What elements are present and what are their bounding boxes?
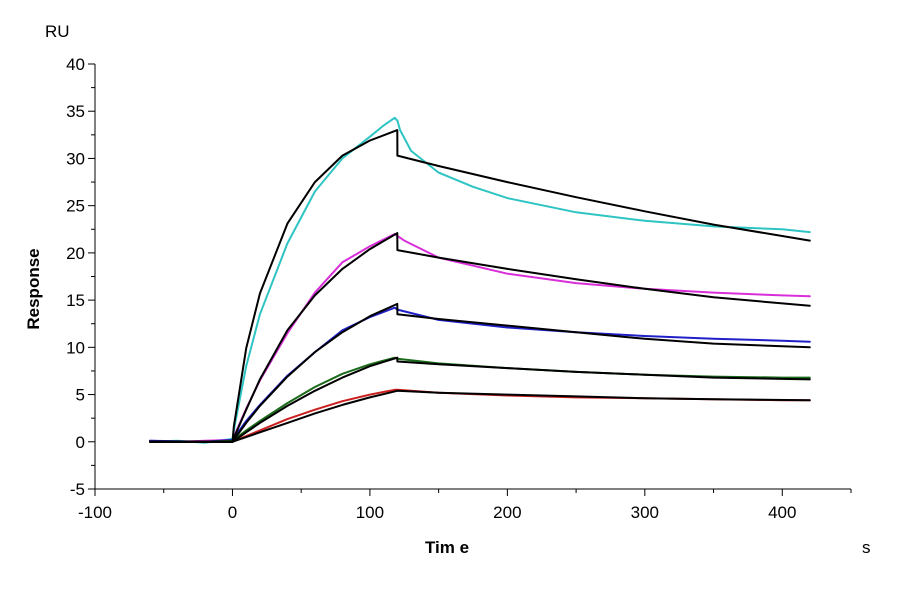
y-tick-label: 25 bbox=[66, 197, 85, 216]
x-tick-label: 400 bbox=[768, 503, 796, 522]
measured-line-8 bbox=[149, 388, 811, 443]
y-tick-label: 15 bbox=[66, 291, 85, 310]
y-tick-label: 30 bbox=[66, 149, 85, 168]
y-tick-label: 40 bbox=[66, 55, 85, 74]
y-tick-label: 35 bbox=[66, 102, 85, 121]
x-tick-label: 300 bbox=[631, 503, 659, 522]
x-tick-label: 0 bbox=[228, 503, 237, 522]
y-tick-label: 0 bbox=[76, 433, 85, 452]
y-axis-title: Response bbox=[24, 248, 43, 329]
series-layer bbox=[149, 116, 811, 444]
fit-line-3 bbox=[149, 232, 811, 443]
y-tick-label: 10 bbox=[66, 338, 85, 357]
x-tick-label: -100 bbox=[78, 503, 112, 522]
y-tick-label: 5 bbox=[76, 386, 85, 405]
x-tick-label: 200 bbox=[493, 503, 521, 522]
y-unit-label: RU bbox=[45, 22, 70, 41]
x-tick-label: 100 bbox=[356, 503, 384, 522]
fit-line-7 bbox=[149, 356, 811, 443]
x-axis-title: Tim e bbox=[425, 538, 469, 557]
axes: -5 0 5 10 15 20 25 30 35 40 -100 0 100 200 300 400 bbox=[66, 55, 852, 522]
measured-line-4 bbox=[149, 306, 811, 443]
fit-line-9 bbox=[149, 389, 811, 443]
y-tick-label: 20 bbox=[66, 244, 85, 263]
x-unit-label: s bbox=[862, 538, 871, 557]
fit-line-5 bbox=[149, 302, 811, 443]
fit-line-1 bbox=[149, 129, 811, 443]
y-tick-label: -5 bbox=[70, 480, 85, 499]
